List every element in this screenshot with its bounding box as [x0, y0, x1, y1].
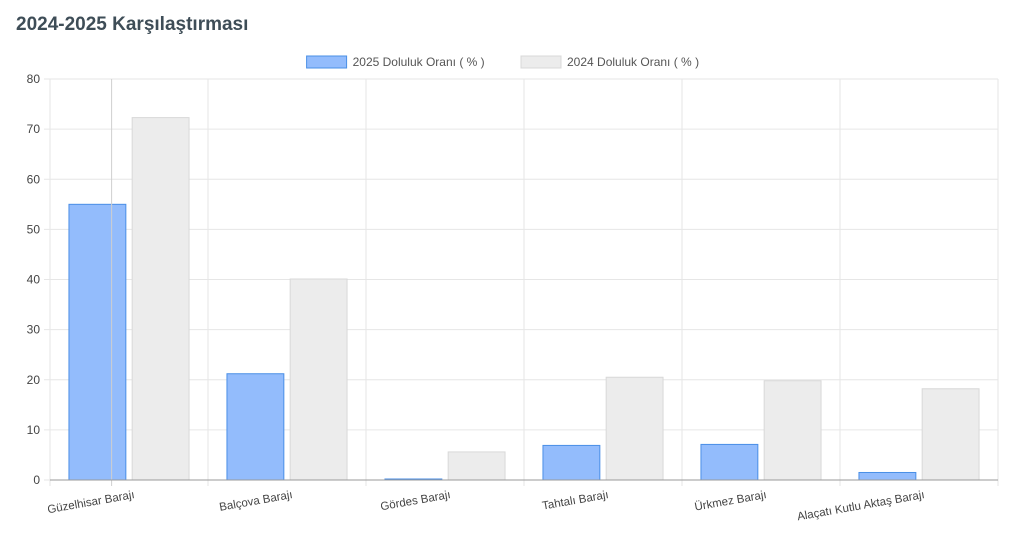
legend-item-2025[interactable]: 2025 Doluluk Oranı ( % ) [306, 55, 485, 69]
bar-2025[interactable] [542, 444, 601, 481]
legend-label: 2025 Doluluk Oranı ( % ) [353, 55, 485, 69]
legend-swatch [306, 55, 348, 69]
legend-label: 2024 Doluluk Oranı ( % ) [567, 55, 699, 69]
bar-2024[interactable] [605, 376, 664, 481]
axes [50, 79, 998, 486]
x-tick-label: Tahtalı Barajı [541, 489, 609, 512]
y-tick-label: 40 [27, 273, 41, 287]
x-tick-label: Balçova Barajı [218, 489, 293, 514]
bar-2025[interactable] [226, 373, 285, 481]
y-tick-label: 50 [27, 222, 41, 236]
y-tick-label: 0 [33, 473, 40, 487]
legend-item-2024[interactable]: 2024 Doluluk Oranı ( % ) [520, 55, 699, 69]
x-tick-label: Gördes Barajı [380, 489, 452, 513]
y-tick-label: 80 [27, 72, 41, 86]
bar-2025[interactable] [700, 443, 759, 481]
bar-2024[interactable] [131, 117, 190, 481]
page-title: 2024-2025 Karşılaştırması [16, 14, 249, 35]
bar-2024[interactable] [921, 388, 980, 481]
bars [68, 117, 980, 481]
bar-2024[interactable] [447, 451, 506, 481]
y-tick-label: 60 [27, 172, 41, 186]
legend[interactable]: 2025 Doluluk Oranı ( % ) 2024 Doluluk Ora… [306, 55, 699, 69]
y-tick-label: 10 [27, 423, 41, 437]
y-tick-label: 70 [27, 122, 41, 136]
x-tick-label: Alaçatı Kutlu Aktaş Barajı [796, 489, 925, 523]
bar-2025[interactable] [68, 203, 127, 481]
x-tick-label: Güzelhisar Barajı [47, 489, 136, 516]
legend-swatch [520, 55, 562, 69]
y-tick-label: 30 [27, 323, 41, 337]
y-tick-label: 20 [27, 373, 41, 387]
bar-2024[interactable] [763, 380, 822, 481]
grid-lines [44, 78, 999, 486]
bar-2024[interactable] [289, 278, 348, 481]
x-tick-label: Ürkmez Barajı [694, 489, 768, 513]
bar-2025[interactable] [858, 471, 917, 481]
